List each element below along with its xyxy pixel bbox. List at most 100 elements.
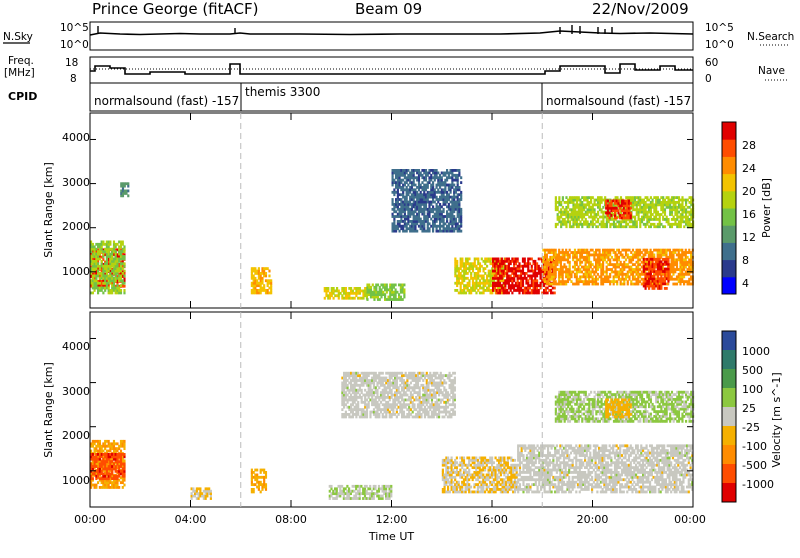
echo-cell bbox=[460, 191, 462, 194]
echo-cell bbox=[359, 287, 361, 290]
echo-cell bbox=[366, 485, 368, 488]
echo-cell bbox=[554, 292, 556, 295]
echo-cell bbox=[118, 486, 120, 489]
echo-cell bbox=[527, 265, 529, 268]
echo-cell bbox=[198, 497, 200, 500]
echo-cell bbox=[333, 287, 335, 290]
echo-cell bbox=[359, 487, 361, 490]
echo-cell bbox=[120, 292, 122, 295]
echo-cell bbox=[456, 260, 458, 263]
echo-cell bbox=[253, 488, 255, 491]
power-ytick-2000: 2000 bbox=[62, 220, 90, 233]
echo-cell bbox=[555, 196, 557, 199]
echo-cell bbox=[102, 255, 104, 258]
echo-cell bbox=[400, 296, 402, 299]
freq-tick-low: 8 bbox=[70, 73, 77, 85]
freq-unit-label: [MHz] bbox=[4, 67, 35, 79]
echo-cell bbox=[630, 207, 632, 210]
power-colorbar-step bbox=[722, 156, 736, 174]
echo-cell bbox=[458, 169, 460, 172]
echo-cell bbox=[617, 200, 619, 203]
echo-cell bbox=[630, 212, 632, 215]
echo-cell bbox=[483, 292, 485, 295]
echo-cell bbox=[455, 218, 457, 221]
power-colorbar bbox=[722, 122, 736, 295]
echo-cell bbox=[555, 275, 557, 278]
echo-cell bbox=[632, 258, 634, 261]
power-cbar-tick-28: 28 bbox=[742, 139, 756, 152]
echo-cell bbox=[336, 287, 338, 290]
echo-cell bbox=[666, 287, 668, 290]
echo-cell bbox=[659, 216, 661, 219]
echo-cell bbox=[428, 227, 430, 230]
echo-cell bbox=[385, 487, 387, 490]
echo-cell bbox=[432, 181, 434, 184]
echo-cell bbox=[345, 287, 347, 290]
echo-cell bbox=[123, 479, 125, 482]
freq-tick-high: 18 bbox=[65, 57, 78, 69]
freq-panel-frame bbox=[90, 57, 693, 83]
echo-cell bbox=[468, 258, 470, 261]
echo-cell bbox=[460, 208, 462, 211]
station-title: Prince George (fitACF) bbox=[92, 0, 258, 18]
echo-cell bbox=[109, 241, 111, 244]
echo-cell bbox=[461, 258, 463, 261]
echo-cell bbox=[369, 485, 371, 488]
echo-cell bbox=[569, 261, 571, 264]
echo-cell bbox=[536, 275, 538, 278]
echo-cell bbox=[123, 484, 125, 487]
echo-cell bbox=[327, 287, 329, 290]
echo-cell bbox=[258, 267, 260, 270]
echo-cell bbox=[330, 485, 332, 488]
echo-cell bbox=[518, 292, 520, 295]
power-cbar-label: Power [dB] bbox=[760, 178, 773, 238]
echo-cell bbox=[346, 485, 348, 488]
power-colorbar-step bbox=[722, 208, 736, 226]
echo-cell bbox=[120, 275, 122, 278]
echo-cell bbox=[374, 485, 376, 488]
echo-cell bbox=[557, 223, 559, 226]
echo-cell bbox=[491, 292, 493, 295]
echo-cell bbox=[508, 292, 510, 295]
power-heatmap bbox=[90, 169, 694, 301]
echo-cell bbox=[101, 245, 103, 248]
echo-cell bbox=[263, 284, 265, 287]
echo-cell bbox=[102, 292, 104, 295]
echo-cell bbox=[436, 169, 438, 172]
echo-cell bbox=[570, 275, 572, 278]
echo-cell bbox=[324, 297, 326, 300]
echo-cell bbox=[667, 283, 669, 286]
echo-cell bbox=[199, 487, 201, 490]
echo-cell bbox=[418, 169, 420, 172]
echo-cell bbox=[517, 258, 519, 261]
echo-cell bbox=[555, 249, 557, 252]
echo-cell bbox=[443, 218, 445, 221]
echo-cell bbox=[538, 292, 540, 295]
echo-cell bbox=[265, 272, 267, 275]
echo-cell bbox=[104, 463, 106, 466]
echo-cell bbox=[113, 282, 115, 285]
echo-cell bbox=[558, 196, 560, 199]
echo-cell bbox=[120, 289, 122, 292]
echo-cell bbox=[479, 262, 481, 265]
echo-cell bbox=[565, 266, 567, 269]
echo-cell bbox=[123, 282, 125, 285]
echo-cell bbox=[362, 297, 364, 300]
echo-cell bbox=[655, 206, 657, 209]
echo-cell bbox=[664, 225, 666, 228]
echo-cell bbox=[402, 298, 404, 301]
power-cbar-tick-8: 8 bbox=[742, 254, 749, 267]
echo-cell bbox=[379, 298, 381, 301]
power-ytick-1000: 1000 bbox=[62, 265, 90, 278]
echo-cell bbox=[265, 474, 267, 477]
echo-cell bbox=[524, 258, 526, 261]
echo-cell bbox=[123, 262, 125, 265]
echo-cell bbox=[268, 270, 270, 273]
echo-cell bbox=[101, 260, 103, 263]
echo-cell bbox=[636, 223, 638, 226]
echo-cell bbox=[265, 275, 267, 278]
power-colorbar-step bbox=[722, 191, 736, 209]
echo-cell bbox=[108, 440, 110, 443]
echo-cell bbox=[191, 497, 193, 500]
echo-cell bbox=[687, 256, 689, 259]
